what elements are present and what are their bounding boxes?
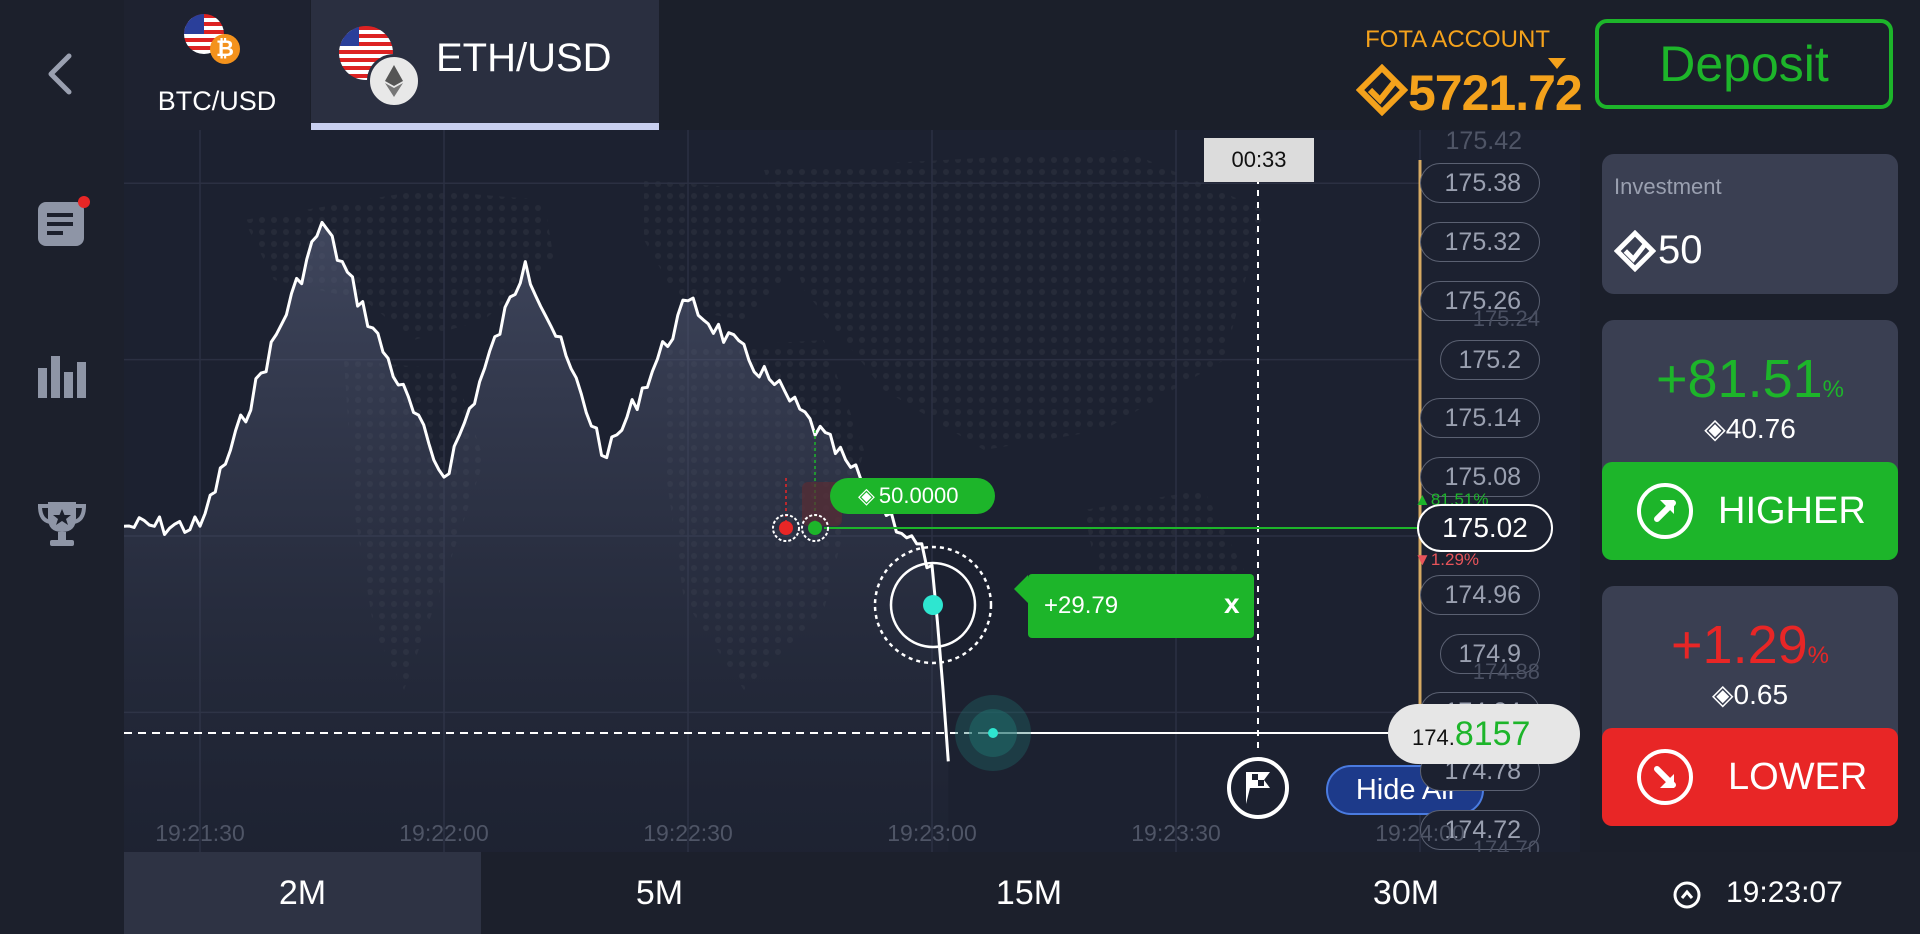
profit-popup-arrow bbox=[1014, 575, 1028, 603]
trade-target-marker[interactable] bbox=[873, 545, 993, 665]
price-axis-label: 175.2 bbox=[1440, 339, 1540, 380]
us-flag-icon bbox=[339, 26, 393, 80]
current-time: 19:23:07 bbox=[1726, 876, 1843, 909]
deposit-button[interactable]: Deposit bbox=[1595, 19, 1893, 109]
bitcoin-icon: ₿ bbox=[210, 34, 240, 64]
chart-canvas bbox=[124, 130, 1422, 852]
tab-btc-usd[interactable]: ₿ BTC/USD bbox=[124, 0, 310, 130]
lower-button[interactable]: LOWER bbox=[1602, 728, 1898, 826]
price-axis-label: 175.08 bbox=[1420, 457, 1540, 498]
timeframe-5m[interactable]: 5M bbox=[635, 874, 684, 912]
higher-percentage: +81.51% bbox=[1655, 349, 1844, 409]
trade-amount-value: 50.0000 bbox=[878, 483, 959, 508]
current-price-pill: 174.8157 bbox=[1388, 704, 1580, 764]
entry-marker-green[interactable] bbox=[801, 514, 829, 542]
price-axis-label: 175.42 bbox=[1445, 130, 1522, 155]
investment-value: 50 bbox=[1658, 228, 1703, 272]
tab-eth-usd[interactable]: ETH/USD bbox=[311, 0, 659, 130]
strike-price-pill: 175.02 bbox=[1417, 504, 1553, 552]
time-axis-label: 19:23:30 bbox=[1131, 820, 1221, 846]
price-axis-label: 175.32 bbox=[1420, 222, 1540, 262]
time-axis-label: 19:23:00 bbox=[887, 820, 977, 846]
tab-eth-label: ETH/USD bbox=[436, 36, 612, 80]
time-axis-label: 19:24:00 bbox=[1375, 820, 1465, 846]
price-axis-label: 175.38 bbox=[1420, 163, 1540, 204]
faint-price-label: 175.24 bbox=[1472, 306, 1540, 332]
time-axis-label: 19:22:00 bbox=[399, 820, 489, 846]
investment-label: Investment bbox=[1614, 174, 1722, 199]
price-area bbox=[124, 222, 949, 852]
ethereum-icon bbox=[367, 54, 421, 108]
expiry-timer: 00:33 bbox=[1204, 138, 1314, 182]
current-price-suffix: 8157 bbox=[1454, 715, 1531, 753]
fota-coin-icon bbox=[1356, 64, 1408, 116]
arrow-down-right-icon bbox=[1637, 749, 1693, 805]
investment-card[interactable]: Investment 50 bbox=[1602, 154, 1898, 294]
news-icon[interactable] bbox=[36, 198, 88, 250]
left-sidebar bbox=[0, 0, 124, 934]
higher-label: HIGHER bbox=[1718, 490, 1866, 532]
timeframe-2m[interactable]: 2M bbox=[124, 852, 481, 934]
faint-price-label: 174.88 bbox=[1472, 659, 1540, 685]
entry-marker-red[interactable] bbox=[772, 514, 800, 542]
notification-dot bbox=[78, 196, 90, 208]
faint-price-label: 174.70 bbox=[1472, 835, 1540, 852]
profit-popup: +29.79 x bbox=[1028, 574, 1254, 638]
trophy-icon[interactable] bbox=[36, 498, 88, 550]
higher-payout: ◈40.76 bbox=[1704, 413, 1796, 444]
price-axis-label: 174.96 bbox=[1420, 574, 1540, 615]
finish-flag-icon[interactable] bbox=[1226, 756, 1290, 820]
price-axis-label: 175.26 bbox=[1420, 280, 1540, 321]
bar-chart-icon[interactable] bbox=[36, 350, 88, 402]
profit-value: +29.79 bbox=[1044, 592, 1119, 619]
fota-coin-icon: ◈ bbox=[858, 483, 875, 508]
tab-btc-label: BTC/USD bbox=[157, 86, 277, 116]
time-axis-label: 19:21:30 bbox=[155, 820, 245, 846]
time-axis-label: 19:22:30 bbox=[643, 820, 733, 846]
account-label: FOTA ACCOUNT bbox=[1365, 26, 1550, 53]
clock-icon bbox=[1673, 881, 1701, 909]
timeframe-15m[interactable]: 15M bbox=[995, 874, 1063, 912]
price-line bbox=[124, 220, 950, 762]
lower-percentage: +1.29% bbox=[1671, 615, 1829, 675]
close-trade-button[interactable]: x bbox=[1224, 588, 1240, 619]
arrow-up-right-icon bbox=[1637, 483, 1693, 539]
price-axis-label: 174.9 bbox=[1440, 633, 1540, 674]
fota-coin-icon: ◈ bbox=[1711, 679, 1734, 710]
strike-down-pct: ▼1.29% bbox=[1414, 550, 1480, 569]
fota-coin-icon bbox=[1614, 230, 1656, 272]
account-dropdown-icon[interactable] bbox=[1548, 58, 1566, 69]
fota-coin-icon: ◈ bbox=[1704, 413, 1726, 444]
account-balance: 5721.72 bbox=[1408, 65, 1583, 121]
back-chevron-icon[interactable] bbox=[36, 48, 88, 100]
trade-amount-badge[interactable]: ◈ 50.0000 bbox=[830, 478, 995, 514]
lower-label: LOWER bbox=[1728, 756, 1868, 798]
current-point bbox=[988, 728, 998, 738]
lower-payout: ◈0.65 bbox=[1711, 679, 1789, 710]
current-price-prefix: 174. bbox=[1412, 725, 1455, 750]
timeframe-30m[interactable]: 30M bbox=[1372, 874, 1440, 912]
price-axis-label: 175.14 bbox=[1420, 398, 1540, 439]
price-axis-label: 174.72 bbox=[1420, 810, 1540, 850]
price-chart[interactable]: 00:33 ◈ 50.0000 +29.79 x Hide All 175.42 1… bbox=[124, 130, 1580, 852]
higher-button[interactable]: HIGHER bbox=[1602, 462, 1898, 560]
